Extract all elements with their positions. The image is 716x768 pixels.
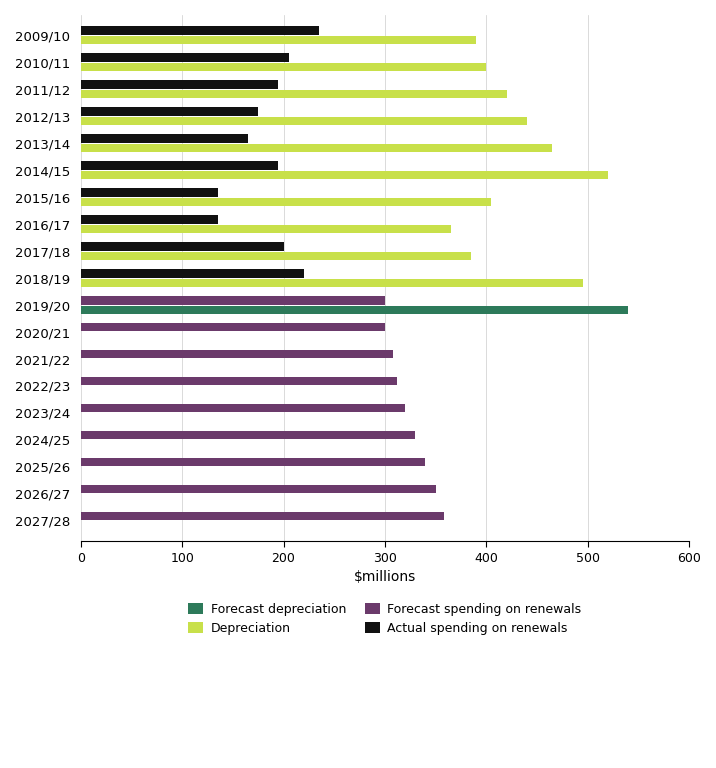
Bar	[81, 63, 486, 71]
Bar	[81, 242, 284, 250]
Bar	[81, 215, 218, 223]
Bar	[81, 144, 552, 152]
Bar	[81, 458, 425, 466]
Bar	[81, 107, 258, 116]
Bar	[81, 296, 385, 304]
Bar	[81, 90, 507, 98]
Bar	[81, 161, 279, 170]
Legend: Forecast depreciation, Depreciation, Forecast spending on renewals, Actual spend: Forecast depreciation, Depreciation, For…	[183, 598, 586, 640]
Bar	[81, 485, 435, 493]
Bar	[81, 36, 476, 45]
X-axis label: $millions: $millions	[354, 570, 416, 584]
Bar	[81, 225, 451, 233]
Bar	[81, 252, 471, 260]
Bar	[81, 431, 415, 439]
Bar	[81, 26, 319, 35]
Bar	[81, 134, 248, 143]
Bar	[81, 188, 218, 197]
Bar	[81, 306, 628, 314]
Bar	[81, 170, 608, 179]
Bar	[81, 511, 444, 521]
Bar	[81, 404, 405, 412]
Bar	[81, 323, 385, 332]
Bar	[81, 117, 527, 125]
Bar	[81, 269, 304, 277]
Bar	[81, 80, 279, 88]
Bar	[81, 279, 583, 287]
Bar	[81, 350, 393, 359]
Bar	[81, 197, 491, 207]
Bar	[81, 53, 289, 61]
Bar	[81, 377, 397, 386]
